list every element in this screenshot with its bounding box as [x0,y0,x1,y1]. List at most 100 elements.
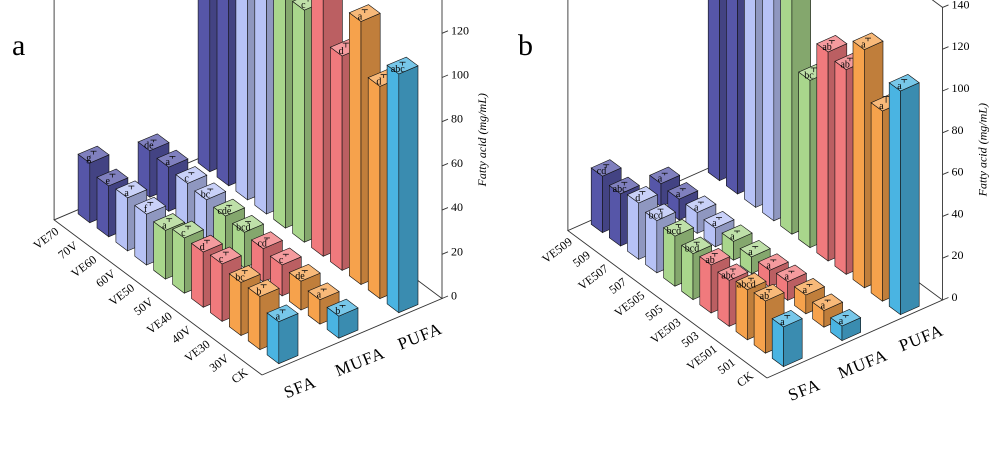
bar-face-front [254,0,267,215]
bar: a [685,195,717,234]
significance-label: ab [840,60,849,71]
z-tick-label: 120 [952,39,970,53]
group-label: SFA [785,375,823,405]
bar-face-top [348,4,381,22]
significance-label: e [105,176,110,187]
z-tick-label: 80 [952,123,964,137]
bar-face-top [266,304,299,323]
category-label: 507 [606,275,629,297]
category-label: CK [229,365,251,386]
significance-label: ab [760,291,769,302]
significance-label: d [635,193,640,204]
bar-face-top [852,32,884,50]
significance-label: d [376,76,381,87]
significance-label: a [165,157,170,168]
bar-face-front [707,0,720,182]
z-tick-label: 60 [451,156,463,170]
significance-label: bc [201,190,211,201]
significance-label: ab [822,42,831,53]
bar-face-front [816,43,829,262]
significance-label: bc [235,272,245,283]
category-label: 70V [55,238,80,262]
significance-label: a [694,203,699,214]
z-tick [441,295,449,299]
significance-label: abcd [737,280,756,291]
significance-label: c [219,254,224,265]
bar-face-top [735,272,767,291]
bar-face-top [175,166,208,184]
bar-face-top [386,56,419,75]
bar-face-side [278,313,299,365]
bar-face-front [273,0,286,229]
bar-face-front [235,0,248,201]
bar-face-front [197,0,211,173]
z-tick [441,207,449,211]
bar-face-top [590,159,622,177]
z-tick [942,88,949,92]
bar-face-top [775,264,807,282]
bar-face-top [739,239,771,258]
z-tick [441,30,449,34]
z-tick [441,118,449,123]
significance-label: g [86,153,91,164]
significance-label: b [256,287,261,298]
significance-label: abc [613,184,627,195]
significance-label: c [279,255,284,266]
category-label: 50V [131,294,156,318]
significance-label: de [295,271,305,282]
significance-label: a [897,81,902,92]
significance-label: a [317,290,322,301]
z-tick-label: 120 [451,23,469,37]
category-label: VE70 [31,224,62,252]
z-tick-label: 20 [952,248,964,262]
bar-face-front [744,0,757,208]
bar-face-top [213,198,246,217]
bar-face-front [762,0,775,222]
significance-label: bcd [649,211,663,222]
z-tick [942,129,949,134]
bar-face-top [608,176,640,195]
significance-label: f [144,204,148,215]
z-tick [942,46,949,50]
bar-face-top [703,211,735,229]
z-tick-label: 140 [952,0,970,11]
z-tick-label: 0 [451,289,457,303]
bar-face-front [330,46,343,272]
bar-face-front [627,194,640,260]
category-label: VE40 [144,309,175,337]
bar-face-top [888,74,920,92]
significance-label: bc [804,70,814,81]
category-label: 40V [169,323,194,347]
bar-face-top [626,186,658,204]
significance-label: a [730,231,735,242]
significance-label: c [184,173,189,184]
significance-label: a [861,40,866,51]
z-tick [942,213,949,217]
category-label: 509 [570,248,593,270]
bars: abcababcababaaaaaaaaaaaaaacdabcdbcdbcdbc… [590,0,920,368]
category-label: 505 [643,302,666,324]
significance-label: d [339,46,344,57]
category-label: 60V [93,266,118,290]
significance-label: a [821,301,826,312]
category-label: 501 [715,355,738,377]
bar: a [830,309,862,342]
bar-face-top [771,309,803,328]
group-label: MUFA [332,343,387,380]
group-label: PUFA [395,319,445,354]
significance-label: a [162,220,167,231]
significance-label: d [200,242,205,253]
significance-label: bcd [236,222,250,233]
category-label: 503 [679,328,702,350]
bar: b [326,298,359,339]
bar-face-top [721,224,753,242]
significance-label: bcd [685,244,699,255]
category-label: VE60 [68,252,99,280]
bar-face-front [590,167,603,234]
bar: a [888,74,920,316]
significance-label: a [879,101,884,112]
significance-label: cd [257,239,266,250]
